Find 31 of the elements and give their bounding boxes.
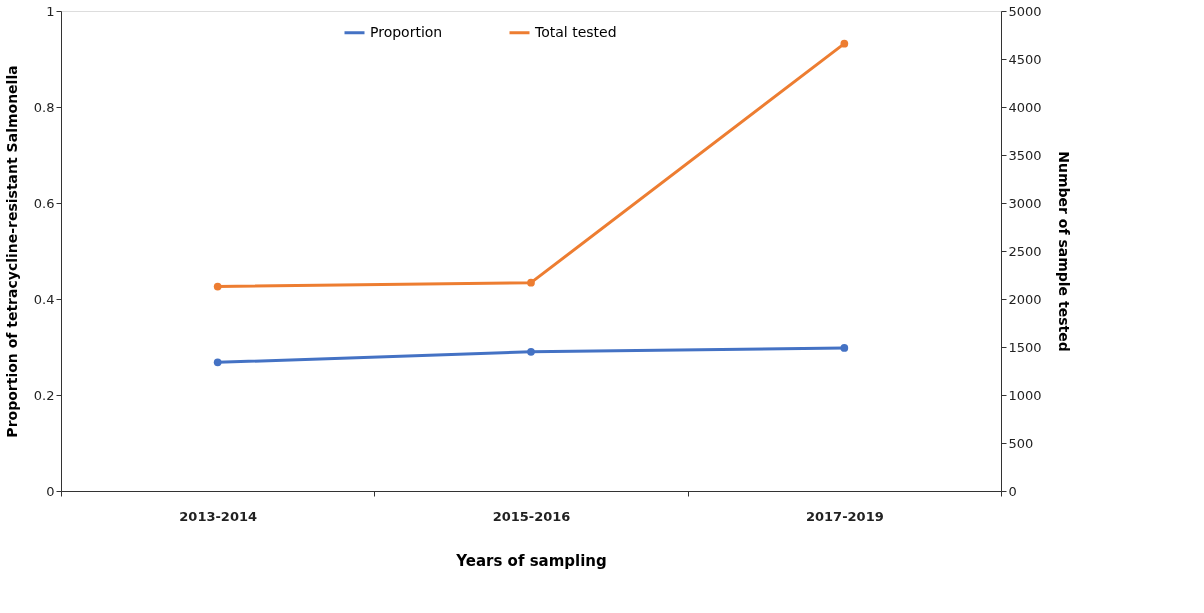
y-tick-label: 0 [46,483,55,499]
point [840,344,849,352]
x-tick-label: 2015-2016 [492,508,571,524]
y2-tick-label: 5000 [1008,3,1042,19]
y2-axis-title: Number of sample tested [1055,151,1072,352]
y-tick-label: 0.8 [33,99,55,115]
y-axis-title: Proportion of tetracycline-resistant Salmonella [3,65,20,438]
point [840,39,849,48]
y2-tick-label: 2000 [1008,291,1042,307]
y2-tick-label: 500 [1008,435,1034,451]
x-tick-label: 2013-2014 [179,508,258,524]
y2-tick-label: 1500 [1008,339,1042,355]
legend-label: Total tested [534,23,617,40]
point [213,358,222,367]
y-tick-label: 1 [46,3,55,19]
y-tick-label: 0.6 [33,195,55,211]
y-tick-label: 0.4 [33,291,55,307]
y2-tick-label: 2500 [1008,243,1042,259]
y-tick-label: 0.2 [33,387,55,403]
x-axis-title: Years of sampling [455,551,607,570]
y2-tick-label: 3000 [1008,195,1042,211]
y2-tick-label: 4000 [1008,99,1042,115]
x-tick-label: 2017-2019 [805,508,884,524]
y2-tick-label: 4500 [1008,51,1042,67]
y2-tick-label: 1000 [1008,387,1042,403]
point [213,282,222,291]
point [527,278,535,287]
legend-label: Proportion [370,23,443,40]
y2-tick-label: 3500 [1008,147,1042,163]
point [527,347,535,356]
y2-tick-label: 0 [1008,483,1017,499]
